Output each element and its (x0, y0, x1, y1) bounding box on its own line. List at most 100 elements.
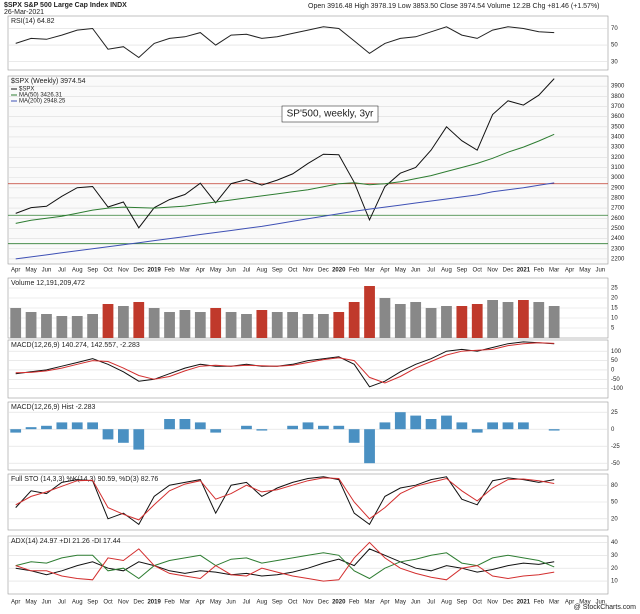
bar (241, 425, 252, 430)
x-tick-label: Nov (303, 268, 314, 274)
x-tick-label: Mar (180, 600, 190, 606)
annotation: SP'500, weekly, 3yr (287, 109, 374, 120)
x-tick-label: May (210, 268, 221, 274)
x-tick-label: Jul (243, 268, 251, 274)
bar (425, 308, 437, 338)
y-tick-label: 0 (611, 427, 615, 433)
x-tick-label: Oct (103, 268, 113, 274)
x-tick-label: Jul (427, 600, 435, 606)
panel-label: RSI(14) 64.82 (11, 18, 55, 25)
x-tick-label: Nov (118, 268, 129, 274)
x-tick-label: Jun (42, 600, 52, 606)
credit: @ StockCharts.com (574, 604, 637, 611)
x-tick-label: May (395, 268, 406, 274)
x-tick-label: Jun (411, 268, 421, 274)
bar (441, 415, 452, 430)
x-tick-label: Apr (11, 600, 20, 606)
y-tick-label: 30 (611, 553, 618, 559)
bar (394, 304, 406, 338)
y-tick-label: 10 (611, 579, 618, 585)
series-line (15, 133, 555, 224)
x-tick-label: 2021 (517, 600, 531, 606)
x-tick-label: Jul (243, 600, 251, 606)
x-tick-label: Aug (72, 600, 83, 606)
bar (256, 429, 268, 431)
x-tick-label: Aug (72, 268, 83, 274)
x-tick-label: Dec (503, 600, 514, 606)
x-tick-label: Jun (595, 600, 605, 606)
y-tick-label: 3500 (611, 124, 625, 130)
x-tick-label: Apr (380, 268, 389, 274)
bar (194, 312, 206, 338)
y-tick-label: 2900 (611, 185, 625, 191)
bar (56, 422, 68, 430)
panel-label: MACD(12,26,9) 140.274, 142.557, -2.283 (11, 342, 140, 349)
x-tick-label: Apr (380, 600, 389, 606)
bar (56, 316, 68, 338)
series-line (15, 182, 555, 260)
x-tick-label: May (210, 600, 221, 606)
bar (102, 429, 114, 440)
bar (148, 308, 160, 338)
x-tick-label: Apr (565, 600, 574, 606)
x-tick-label: Mar (364, 600, 374, 606)
x-tick-label: Oct (288, 268, 298, 274)
y-tick-label: 25 (611, 286, 618, 292)
y-tick-label: 2300 (611, 246, 625, 252)
bar (133, 302, 145, 338)
bar (179, 419, 191, 430)
x-tick-label: Nov (303, 600, 314, 606)
x-tick-label: Mar (364, 268, 374, 274)
series-line (15, 476, 555, 526)
x-tick-label: Dec (503, 268, 514, 274)
bar (302, 314, 314, 338)
bar (164, 419, 175, 430)
x-tick-label: Jul (58, 268, 66, 274)
y-tick-label: 2500 (611, 226, 625, 232)
x-tick-label: Apr (565, 268, 574, 274)
y-tick-label: 2400 (611, 236, 625, 242)
series-line (15, 548, 555, 577)
x-tick-label: Nov (487, 268, 498, 274)
x-tick-label: Feb (534, 600, 545, 606)
x-tick-label: Nov (487, 600, 498, 606)
x-tick-label: Apr (196, 600, 205, 606)
y-tick-label: 2600 (611, 216, 625, 222)
x-tick-label: 2020 (332, 268, 346, 274)
y-tick-label: 25 (611, 410, 618, 416)
panel-label: $SPX (Weekly) 3974.54 (11, 78, 86, 85)
y-tick-label: 3300 (611, 145, 625, 151)
bar (302, 422, 314, 430)
y-tick-label: 3100 (611, 165, 625, 171)
y-tick-label: 2200 (611, 256, 625, 262)
bar (425, 419, 437, 430)
series-line (15, 477, 555, 521)
bar (287, 312, 298, 338)
x-tick-label: Dec (318, 600, 329, 606)
y-tick-label: 0 (611, 368, 615, 374)
y-tick-label: -50 (611, 461, 620, 467)
bar (333, 425, 345, 430)
x-tick-label: May (579, 268, 590, 274)
x-tick-label: 2020 (332, 600, 346, 606)
x-tick-label: Jun (42, 268, 52, 274)
y-tick-label: 3400 (611, 135, 625, 141)
x-tick-label: Dec (318, 268, 329, 274)
x-tick-label: Sep (87, 600, 98, 606)
x-tick-label: Feb (534, 268, 545, 274)
y-tick-label: 20 (611, 566, 618, 572)
x-tick-label: Feb (349, 600, 360, 606)
x-tick-label: Dec (133, 600, 144, 606)
bar (379, 298, 391, 338)
y-tick-label: 40 (611, 540, 618, 546)
y-tick-label: 15 (611, 306, 618, 312)
x-tick-label: Sep (87, 268, 98, 274)
y-tick-label: 70 (611, 26, 618, 32)
y-tick-label: 2700 (611, 206, 625, 212)
x-tick-label: Mar (549, 268, 559, 274)
x-tick-label: Aug (257, 600, 268, 606)
y-tick-label: 3700 (611, 104, 625, 110)
x-tick-label: Oct (473, 600, 483, 606)
bar (102, 304, 114, 338)
legend-label: MA(50) 3426.31 (19, 93, 63, 99)
